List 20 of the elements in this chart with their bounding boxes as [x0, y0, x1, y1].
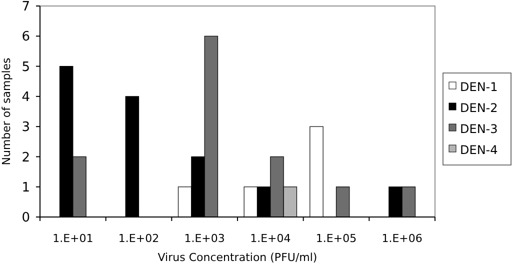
y-tick-label: 2: [22, 150, 30, 166]
x-tick-label: 1.E+05: [316, 232, 357, 245]
y-tick-label: 3: [22, 120, 30, 136]
x-tick-label: 1.E+03: [184, 232, 225, 245]
x-tick-label: 1.E+02: [118, 232, 160, 245]
y-tick-label: 0: [22, 210, 30, 226]
y-tick-label: 6: [22, 30, 30, 45]
y-axis-title: Number of samples: [0, 57, 13, 166]
y-tick-label: 4: [22, 90, 30, 105]
y-tick-label: 1: [22, 180, 30, 196]
x-axis-title: Virus Concentration (PFU/ml): [158, 251, 318, 264]
x-tick-label: 1.E+06: [382, 232, 422, 245]
legend-label: DEN-1: [460, 80, 498, 94]
legend-label: DEN-3: [460, 122, 498, 136]
y-tick-label: 7: [22, 0, 30, 15]
legend-label: DEN-2: [460, 101, 498, 116]
x-tick-label: 1.E+04: [250, 232, 291, 245]
legend-label: DEN-4: [460, 143, 498, 158]
y-tick-label: 5: [22, 60, 30, 75]
x-tick-label: 1.E+01: [52, 232, 94, 245]
